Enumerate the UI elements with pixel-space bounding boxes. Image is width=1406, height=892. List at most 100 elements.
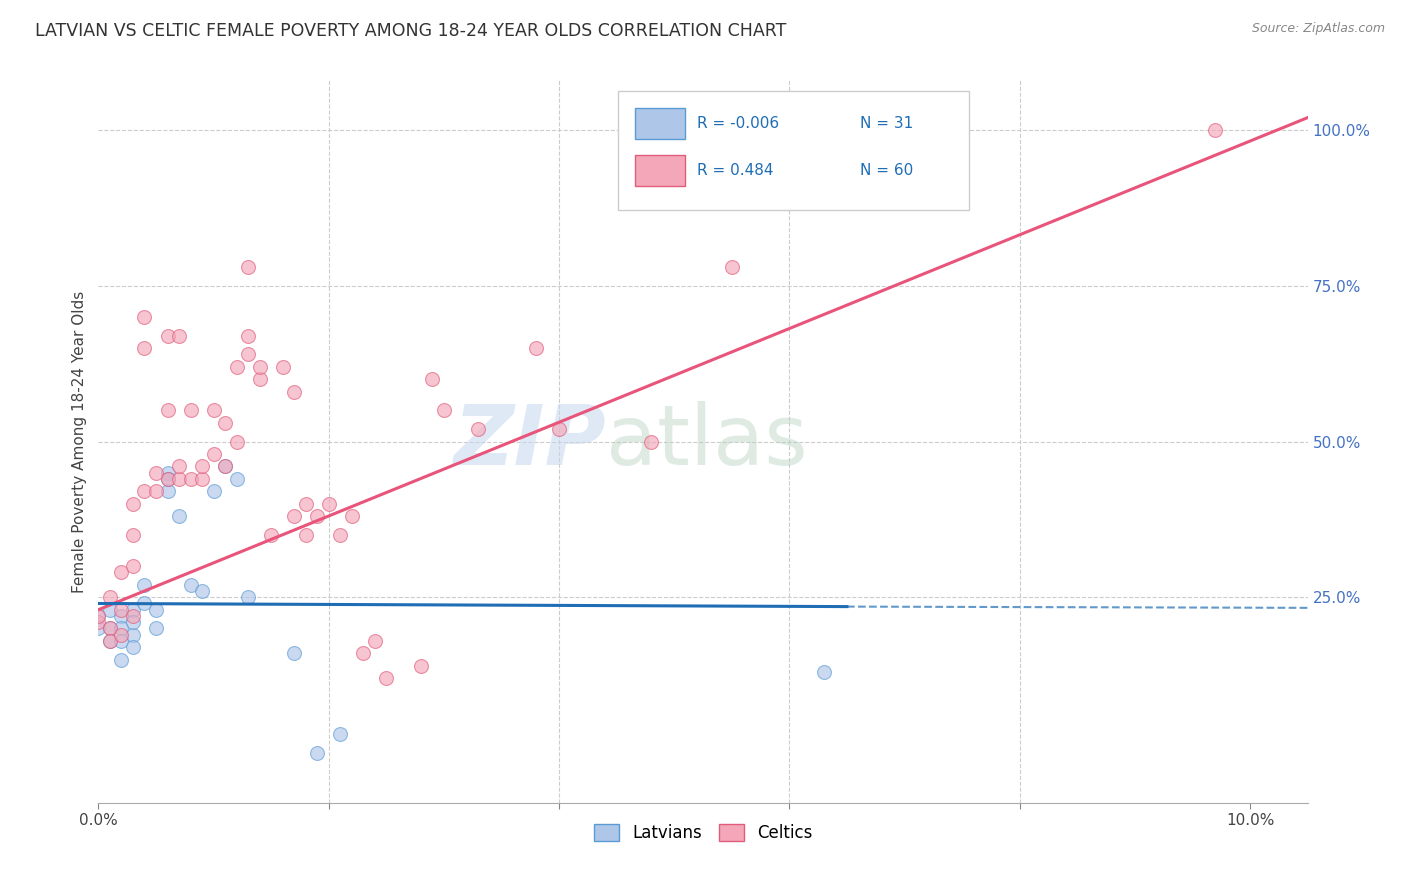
Point [467, 422, 489, 436]
Point [640, 434, 662, 449]
Point [156, 472, 179, 486]
Point [167, 328, 190, 343]
Point [260, 528, 283, 542]
Point [98, 633, 121, 648]
Point [122, 609, 145, 624]
Point [318, 497, 340, 511]
Point [122, 559, 145, 574]
Point [409, 658, 432, 673]
Point [134, 484, 156, 499]
Point [122, 640, 145, 654]
Point [110, 652, 132, 666]
Point [813, 665, 835, 679]
Point [110, 609, 132, 624]
Point [191, 459, 214, 474]
Point [283, 509, 305, 524]
Text: R = 0.484: R = 0.484 [697, 163, 773, 178]
FancyBboxPatch shape [619, 91, 969, 211]
Point [122, 615, 145, 630]
Point [134, 597, 156, 611]
Point [720, 260, 742, 274]
Point [98, 621, 121, 635]
Point [202, 484, 225, 499]
Point [236, 347, 259, 361]
Point [307, 746, 329, 760]
Point [145, 621, 167, 635]
Point [364, 633, 387, 648]
Point [180, 403, 202, 417]
Point [145, 466, 167, 480]
Point [283, 384, 305, 399]
Point [156, 472, 179, 486]
FancyBboxPatch shape [636, 109, 685, 139]
Point [352, 646, 374, 660]
Point [283, 646, 305, 660]
Point [110, 566, 132, 580]
Point [110, 603, 132, 617]
Point [156, 484, 179, 499]
Point [433, 403, 456, 417]
Point [87, 609, 110, 624]
Point [122, 528, 145, 542]
Point [236, 260, 259, 274]
Point [87, 621, 110, 635]
Point [110, 621, 132, 635]
Point [294, 528, 316, 542]
Point [329, 727, 352, 741]
Point [110, 627, 132, 641]
Point [249, 372, 271, 386]
Point [548, 422, 571, 436]
Point [180, 578, 202, 592]
Point [375, 671, 398, 685]
Point [180, 472, 202, 486]
Point [122, 497, 145, 511]
Point [524, 341, 547, 355]
Point [122, 627, 145, 641]
Point [202, 403, 225, 417]
Point [340, 509, 363, 524]
Point [110, 633, 132, 648]
Point [307, 509, 329, 524]
Point [191, 584, 214, 599]
Point [87, 609, 110, 624]
Point [1204, 123, 1226, 137]
Point [98, 591, 121, 605]
Point [214, 459, 236, 474]
Point [191, 472, 214, 486]
Point [134, 341, 156, 355]
Text: N = 60: N = 60 [860, 163, 914, 178]
Point [87, 615, 110, 630]
Point [225, 434, 247, 449]
Point [271, 359, 294, 374]
Point [98, 633, 121, 648]
Point [156, 466, 179, 480]
Point [134, 310, 156, 324]
Point [167, 459, 190, 474]
Point [225, 359, 247, 374]
Text: N = 31: N = 31 [860, 116, 914, 131]
Point [294, 497, 316, 511]
Text: LATVIAN VS CELTIC FEMALE POVERTY AMONG 18-24 YEAR OLDS CORRELATION CHART: LATVIAN VS CELTIC FEMALE POVERTY AMONG 1… [35, 22, 786, 40]
Point [145, 484, 167, 499]
Point [329, 528, 352, 542]
Text: atlas: atlas [606, 401, 808, 482]
Legend: Latvians, Celtics: Latvians, Celtics [588, 817, 818, 848]
Point [249, 359, 271, 374]
Point [122, 603, 145, 617]
Point [236, 591, 259, 605]
Point [225, 472, 247, 486]
Point [422, 372, 444, 386]
Point [98, 603, 121, 617]
Point [156, 403, 179, 417]
Point [156, 328, 179, 343]
Y-axis label: Female Poverty Among 18-24 Year Olds: Female Poverty Among 18-24 Year Olds [72, 291, 87, 592]
Point [214, 416, 236, 430]
Text: R = -0.006: R = -0.006 [697, 116, 779, 131]
Point [145, 603, 167, 617]
Point [236, 328, 259, 343]
Text: ZIP: ZIP [454, 401, 606, 482]
Point [98, 621, 121, 635]
Point [134, 578, 156, 592]
Point [167, 472, 190, 486]
Point [202, 447, 225, 461]
